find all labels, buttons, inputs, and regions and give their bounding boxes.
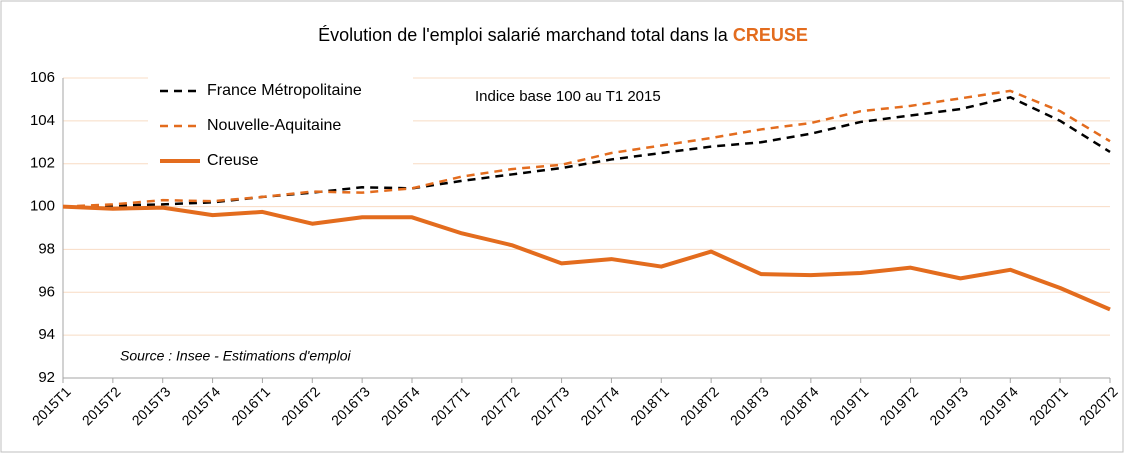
line [62,89,1111,208]
legend-label: Creuse [207,152,259,169]
y-tick-label: 100 [30,198,55,215]
source: Source : Insee - Estimations d'emploi [120,348,352,364]
y-tick-label: 92 [38,369,55,386]
y-tick-label: 106 [30,69,55,86]
y-tick-label: 94 [38,326,55,343]
legend-box [148,74,413,184]
line [62,204,1111,312]
y-tick-label: 104 [30,112,55,129]
y-tick-label: 98 [38,240,55,257]
annotation: Indice base 100 au T1 2015 [475,88,661,105]
legend-label: Nouvelle-Aquitaine [207,117,341,134]
y-tick-label: 102 [30,155,55,172]
chart-title: Évolution de l'emploi salarié marchand t… [318,25,808,45]
y-tick-label: 96 [38,283,55,300]
legend-label: France Métropolitaine [207,82,362,99]
